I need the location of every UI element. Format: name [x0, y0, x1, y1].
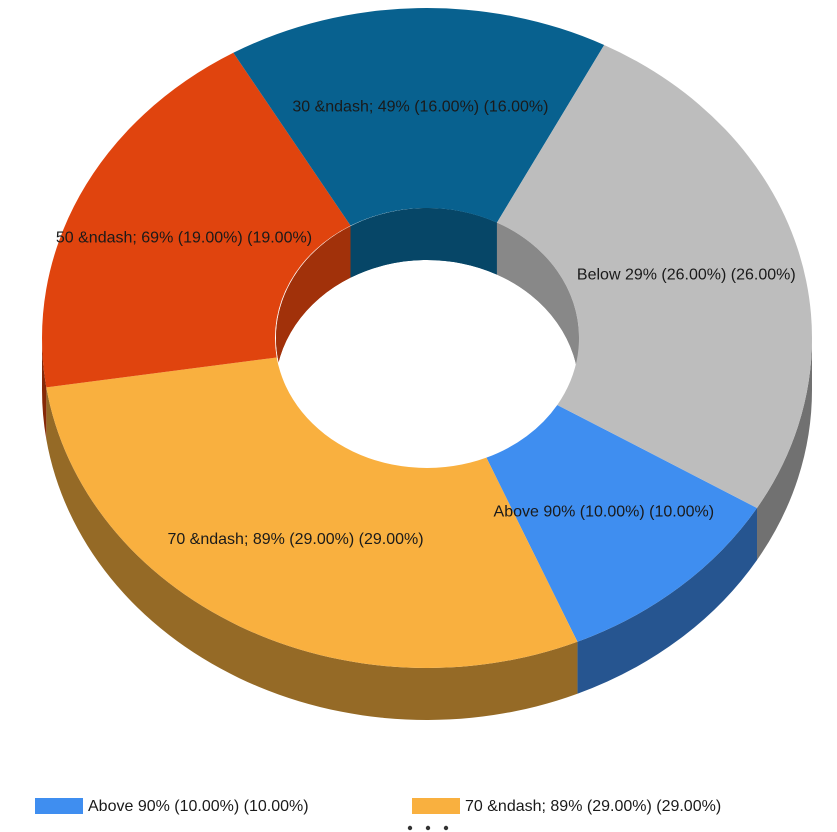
legend-label: 70 &ndash; 89% (29.00%) (29.00%)	[465, 798, 721, 815]
side-walls	[42, 338, 812, 720]
legend-swatch	[412, 798, 460, 814]
slice	[496, 45, 813, 508]
legend-label: Above 90% (10.00%) (10.00%)	[88, 798, 309, 815]
side-wall	[496, 222, 579, 390]
inner-walls	[276, 208, 579, 390]
slice-label: Above 90% (10.00%) (10.00%)	[494, 504, 715, 521]
slice-label: 30 &ndash; 49% (16.00%) (16.00%)	[292, 98, 548, 115]
slice-label: 50 &ndash; 69% (19.00%) (19.00%)	[56, 229, 312, 246]
legend-swatch	[35, 798, 83, 814]
slice-label: Below 29% (26.00%) (26.00%)	[577, 266, 796, 283]
pager-dot	[407, 825, 413, 831]
side-wall	[276, 225, 351, 390]
slices	[42, 7, 813, 668]
side-wall	[577, 507, 758, 694]
side-wall	[350, 208, 497, 278]
slice	[233, 7, 605, 226]
slice	[42, 52, 351, 388]
slice	[486, 404, 758, 642]
legend-pager[interactable]	[407, 825, 449, 831]
pager-dot	[425, 825, 431, 831]
slice-labels: Above 90% (10.00%) (10.00%) 70 &ndash; 89…	[56, 98, 796, 548]
side-wall	[46, 387, 578, 720]
side-wall	[757, 338, 812, 560]
pager-dot	[443, 825, 449, 831]
side-wall	[42, 338, 47, 440]
legend: Above 90% (10.00%) (10.00%) 70 &ndash; 89…	[35, 798, 721, 815]
slice-label: 70 &ndash; 89% (29.00%) (29.00%)	[167, 531, 423, 548]
slice	[46, 357, 578, 668]
